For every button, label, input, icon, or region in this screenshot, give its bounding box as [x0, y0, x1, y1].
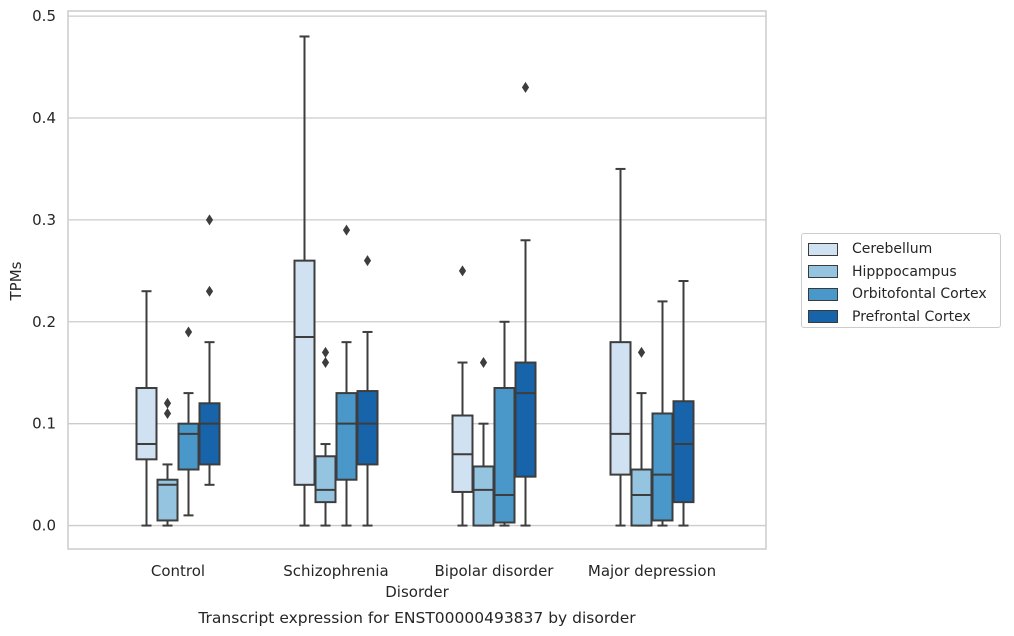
x-tick-label: Schizophrenia [283, 562, 388, 580]
box-orbitofontal-cortex [177, 326, 200, 517]
iqr-box [314, 455, 337, 504]
x-tick-label: Bipolar disorder [435, 562, 555, 580]
iqr-box [177, 422, 200, 471]
outlier-point [184, 326, 193, 338]
x-axis-label: Disorder [385, 583, 449, 601]
iqr-box [156, 478, 179, 522]
iqr-box [609, 341, 632, 476]
y-tick-label: 0.5 [32, 7, 56, 25]
outlier-point [458, 265, 467, 277]
iqr-box [472, 465, 495, 527]
legend-label: Hipppocampus [852, 263, 957, 280]
y-tick-label: 0.4 [32, 109, 56, 127]
outlier-point [205, 285, 214, 297]
outlier-point [163, 407, 172, 419]
box-hipppocampus [630, 346, 653, 527]
outlier-point [321, 346, 330, 358]
outlier-point [363, 255, 372, 267]
iqr-box [630, 468, 653, 527]
chart-caption: Transcript expression for ENST0000049383… [197, 609, 636, 627]
legend-label: Orbitofontal Cortex [852, 286, 987, 303]
box-prefrontal-cortex [514, 81, 537, 527]
outlier-point [321, 357, 330, 369]
legend-item: Cerebellum [808, 238, 1000, 261]
legend-swatch [808, 265, 838, 279]
box-prefrontal-cortex [672, 280, 695, 527]
box-orbitofontal-cortex [493, 320, 516, 527]
iqr-box [198, 402, 221, 466]
x-tick-label: Control [151, 562, 205, 580]
iqr-box [293, 259, 316, 486]
outlier-point [521, 81, 530, 93]
x-tick-labels: Control Schizophrenia Bipolar disorder Majo… [151, 562, 716, 580]
outlier-point [342, 224, 351, 236]
legend-label: Cerebellum [852, 241, 933, 258]
outlier-point [205, 214, 214, 226]
x-tick-label: Major depression [588, 562, 716, 580]
iqr-box [493, 387, 516, 524]
box-prefrontal-cortex [356, 255, 379, 527]
y-tick-label: 0.2 [32, 313, 56, 331]
y-tick-labels: 0.0 0.1 0.2 0.3 0.4 0.5 [32, 7, 56, 534]
legend-label: Prefrontal Cortex [852, 308, 971, 325]
legend-swatch [808, 287, 838, 301]
box-hipppocampus [472, 357, 495, 527]
box-cerebellum [609, 167, 632, 527]
box-orbitofontal-cortex [335, 224, 358, 527]
iqr-box [514, 361, 537, 478]
outlier-point [637, 346, 646, 358]
iqr-box [135, 387, 158, 461]
iqr-box [651, 412, 674, 522]
legend-item: Hipppocampus [808, 261, 1000, 284]
box-prefrontal-cortex [198, 214, 221, 486]
box-hipppocampus [314, 346, 337, 527]
y-axis-label: TPMs [7, 261, 25, 301]
legend-item: Orbitofontal Cortex [808, 283, 1000, 306]
box-cerebellum [135, 290, 158, 527]
iqr-box [672, 400, 695, 504]
plot-frame [67, 10, 767, 550]
boxes [135, 35, 695, 527]
iqr-box [356, 390, 379, 466]
y-tick-label: 0.3 [32, 211, 56, 229]
y-tick-label: 0.0 [32, 517, 56, 535]
iqr-box [335, 392, 358, 481]
box-hipppocampus [156, 397, 179, 527]
legend-swatch [808, 242, 838, 256]
box-cerebellum [293, 35, 316, 527]
legend-swatch [808, 310, 838, 324]
legend-item: Prefrontal Cortex [808, 306, 1000, 329]
box-cerebellum [451, 265, 474, 527]
box-orbitofontal-cortex [651, 300, 674, 527]
outlier-point [479, 357, 488, 369]
outlier-point [163, 397, 172, 409]
y-tick-label: 0.1 [32, 415, 56, 433]
legend: Cerebellum Hipppocampus Orbitofontal Corte… [801, 233, 1001, 328]
